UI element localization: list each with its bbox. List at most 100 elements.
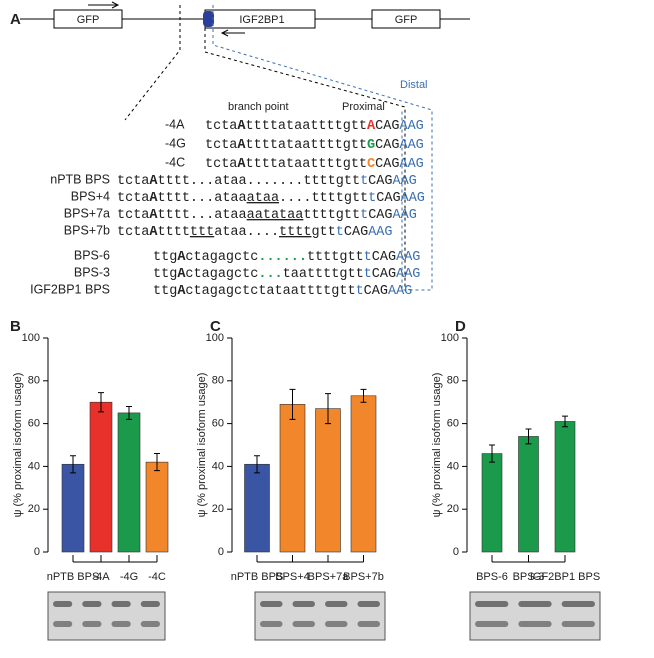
sequence-name: BPS+7a [64, 206, 110, 220]
branch-point-label: branch point [228, 101, 289, 113]
gel-band [140, 601, 160, 607]
y-tick-label: 20 [212, 503, 224, 515]
sequence-part: gtt [311, 225, 335, 240]
primer-arrow [88, 1, 120, 9]
x-tick-label: -4C [148, 571, 166, 583]
error-bar [325, 393, 331, 425]
proximal-label: Proximal [342, 101, 385, 113]
gel-band [561, 601, 595, 607]
y-tick-label: 0 [218, 546, 224, 558]
x-tick-label: IGF2BP1 BPS [530, 571, 600, 583]
sequence-part: ttt [190, 225, 214, 240]
gel-band [325, 621, 348, 627]
sequence-part: tttt...ataa [158, 208, 247, 223]
x-tick-label: BPS+7a [308, 571, 350, 583]
gel-band [82, 621, 102, 627]
exon-label: GFP [395, 14, 418, 26]
sequence: ttgActagagctctataattttgtttCAGAAG [153, 284, 412, 299]
sequence-part: AAG [401, 191, 425, 206]
bar [145, 461, 169, 553]
branch-region [203, 11, 214, 27]
x-tick-label: nPTB BPS [47, 571, 100, 583]
sequence-part: CAG [344, 225, 368, 240]
sequence-part: tcta [205, 138, 237, 153]
sequence-part: ataa.... [214, 225, 279, 240]
sequence-part: ctagagctctataattttgtt [185, 284, 355, 299]
bar [554, 421, 576, 553]
sequence-part: AAG [392, 174, 416, 189]
sequence-part: tcta [117, 191, 149, 206]
x-tick-label: BPS+4 [275, 571, 310, 583]
gel-band [82, 601, 102, 607]
sequence-name: -4C [165, 155, 185, 169]
sequence-name: -4G [165, 136, 186, 150]
gel-band [111, 621, 131, 627]
x-tick-label: BPS-6 [476, 571, 508, 583]
gel-band [53, 621, 73, 627]
sequence-part: AAG [368, 225, 392, 240]
sequence-part: ctagagctc [185, 250, 258, 265]
sequence-part: AAG [388, 284, 412, 299]
sequence-part: G [367, 138, 375, 153]
sequence-part: t [360, 208, 368, 223]
gel-image [469, 591, 601, 641]
sequence-part: AAG [396, 267, 420, 282]
error-bar [360, 388, 367, 403]
y-tick-label: 60 [447, 418, 459, 430]
y-tick-label: 60 [212, 418, 224, 430]
panel-label: C [210, 318, 221, 335]
gel-band [292, 601, 315, 607]
gel-band [357, 601, 380, 607]
sequence-part: ttg [153, 250, 177, 265]
x-tick-label: BPS-3 [513, 571, 545, 583]
y-tick-label: 100 [441, 332, 459, 344]
sequence-name: -4A [165, 117, 185, 131]
sequence-part: A [149, 174, 158, 189]
panel-label: A [10, 11, 21, 28]
sequence: tctaAtttttttataa....ttttgtttCAGAAG [117, 225, 393, 240]
sequence-name: BPS-3 [74, 265, 110, 279]
sequence-name: BPS+7b [64, 223, 110, 237]
y-tick-label: 0 [34, 546, 40, 558]
sequence-part: ttttgtt [307, 250, 364, 265]
sequence-part: A [149, 225, 158, 240]
sequence: tctaAtttt...ataaataa....ttttgtttCAGAAG [117, 191, 425, 206]
sequence-part: A [237, 157, 246, 172]
y-tick-label: 20 [28, 503, 40, 515]
sequence-part: taattttgtt [283, 267, 364, 282]
y-tick-label: 80 [212, 375, 224, 387]
sequence-part: ttttataattttgtt [246, 157, 368, 172]
sequence-name: IGF2BP1 BPS [30, 282, 110, 296]
y-tick-label: 60 [28, 418, 40, 430]
y-tick-label: 100 [206, 332, 224, 344]
sequence-part: ...... [258, 250, 307, 265]
sequence-part: A [177, 267, 186, 282]
sequence: tctaAtttt...ataa.......ttttgtttCAGAAG [117, 174, 417, 189]
error-bar [525, 428, 532, 445]
error-bar [254, 455, 260, 474]
bar [244, 463, 270, 553]
sequence-part: ctagagctc [185, 267, 258, 282]
error-bar [154, 453, 160, 472]
sequence-part: AAG [399, 138, 423, 153]
sequence-part: tttt...ataa [158, 191, 247, 206]
bar [89, 401, 113, 553]
sequence-part: CAG [372, 250, 396, 265]
sequence-part: CAG [368, 208, 392, 223]
sequence-part: tcta [205, 119, 237, 134]
sequence-part: t [360, 174, 368, 189]
sequence-part: A [177, 284, 186, 299]
sequence-part: CAG [375, 138, 399, 153]
sequence-part: tttt...ataa.......ttttgtt [158, 174, 361, 189]
sequence-part: AAG [396, 250, 420, 265]
sequence-part: AAG [399, 157, 423, 172]
zoom-line [204, 28, 406, 290]
gel-band [561, 621, 595, 627]
bar [350, 395, 377, 553]
sequence-part: ... [258, 267, 282, 282]
sequence-part: A [237, 138, 246, 153]
bar [117, 412, 141, 553]
sequence-part: ttg [153, 284, 177, 299]
sequence-part: ....ttttgtt [279, 191, 368, 206]
